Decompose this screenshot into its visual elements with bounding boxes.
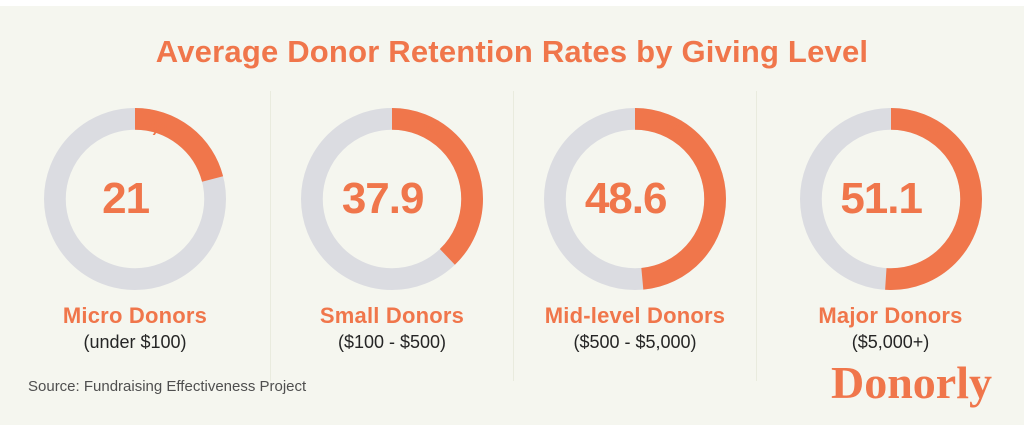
donut-value-arc bbox=[799, 108, 982, 290]
source-attribution: Source: Fundraising Effectiveness Projec… bbox=[28, 378, 307, 396]
percent-sign: % bbox=[423, 117, 443, 140]
donor-card-major: 51.1% Major Donors ($5,000+) bbox=[756, 91, 1024, 381]
donorly-logo: Donorly bbox=[831, 357, 992, 408]
footer: Source: Fundraising Effectiveness Projec… bbox=[0, 357, 1024, 408]
percent-sign: % bbox=[921, 117, 941, 140]
donor-card-midlevel: 48.6% Mid-level Donors ($500 - $5,000) bbox=[513, 91, 756, 381]
donor-level-range: ($500 - $5,000) bbox=[573, 332, 697, 352]
chart-title: Average Donor Retention Rates by Giving … bbox=[155, 34, 869, 69]
donut-rings bbox=[799, 108, 982, 290]
donor-level-range: ($5,000+) bbox=[851, 332, 930, 352]
donor-card-small: 37.9% Small Donors ($100 - $500) bbox=[270, 91, 513, 381]
donor-level-label: Mid-level Donors bbox=[544, 303, 726, 328]
donut-center-value: 48.6% bbox=[544, 108, 726, 290]
donut-value-arc bbox=[544, 108, 726, 290]
percent-value: 48.6 bbox=[584, 174, 668, 223]
donut-chart-micro: 21% bbox=[44, 108, 226, 290]
donut-value-arc bbox=[44, 108, 226, 290]
donor-level-label: Small Donors bbox=[319, 303, 465, 328]
donut-rings bbox=[44, 108, 226, 290]
percent-value: 51.1 bbox=[840, 174, 923, 223]
donut-rings bbox=[301, 108, 483, 290]
donut-chart-small: 37.9% bbox=[301, 108, 483, 290]
percent-sign: % bbox=[149, 117, 168, 140]
percent-value: 21 bbox=[102, 174, 150, 223]
donut-chart-midlevel: 48.6% bbox=[544, 108, 726, 290]
donut-value-arc bbox=[301, 108, 483, 290]
percent-sign: % bbox=[666, 117, 686, 140]
percent-value: 37.9 bbox=[341, 174, 425, 223]
donor-level-range: (under $100) bbox=[83, 332, 187, 352]
donor-level-label: Major Donors bbox=[818, 303, 963, 328]
donut-grid: 21% Micro Donors (under $100) 37.9% Smal… bbox=[0, 91, 1024, 381]
donor-level-range: ($100 - $500) bbox=[337, 332, 447, 352]
donut-center-value: 51.1% bbox=[800, 108, 982, 290]
donor-level-label: Micro Donors bbox=[62, 303, 208, 328]
infographic-canvas: Average Donor Retention Rates by Giving … bbox=[0, 6, 1024, 425]
donut-rings bbox=[544, 108, 726, 290]
donut-chart-major: 51.1% bbox=[799, 108, 982, 290]
donut-center-value: 37.9% bbox=[301, 108, 483, 290]
donut-center-value: 21% bbox=[44, 108, 226, 290]
donor-card-micro: 21% Micro Donors (under $100) bbox=[0, 91, 270, 381]
